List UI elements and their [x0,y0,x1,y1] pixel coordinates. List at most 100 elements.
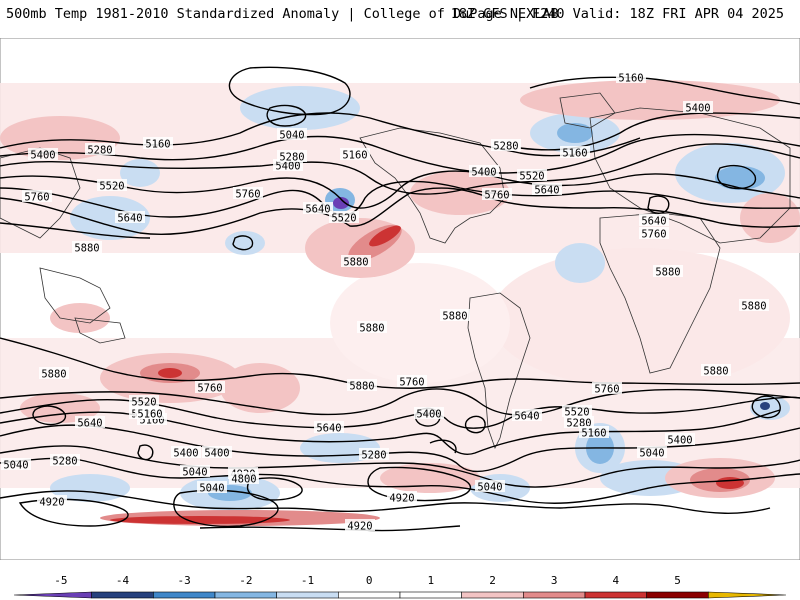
contour-label: 5520 [99,181,124,193]
contour-label-bg [482,188,512,200]
colorbar-tick-label: -2 [239,574,252,587]
contour-label-bg [475,480,505,492]
colorbar-segment [13,591,92,599]
contour-label: 5040 [279,130,304,142]
contour-label-bg [314,421,344,433]
colorbar-segment [523,591,586,599]
contour-label: 5400 [667,435,692,447]
contour-label: 5520 [519,171,544,183]
colorbar-segment [338,591,401,599]
contour-label-bg [560,146,590,158]
contour-label: 5040 [477,482,502,494]
contour-label-bg [491,139,521,151]
contour-label-bg [637,446,667,458]
contour-label-bg [564,416,594,428]
contour-label: 5160 [562,148,587,160]
contour-label: 5520 [131,397,156,409]
contour-label: 5640 [305,204,330,216]
contour-label-bg [171,446,201,458]
contour-label: 5400 [685,103,710,115]
contour-label: 5160 [618,73,643,85]
colorbar-tick-label: -4 [116,574,130,587]
contour-label-bg [340,148,370,160]
contour-label: 5280 [87,145,112,157]
contour-label-bg [135,407,165,419]
contour-label: 5640 [316,423,341,435]
contour-label: 5160 [137,409,162,421]
contour-label-bg [517,169,547,181]
contour-label-bg [579,426,609,438]
contour-label-bg [512,409,542,421]
contour-label-bg [592,382,622,394]
contour-label: 4920 [389,493,414,505]
contour-label: 5880 [703,366,728,378]
colorbar-segment [276,591,339,599]
contour-label: 5280 [361,450,386,462]
colorbar-segment [153,591,216,599]
contour-label-bg [357,321,387,333]
colorbar-tick-label: -3 [178,574,191,587]
contour-label: 5280 [493,141,518,153]
contour-label: 5760 [24,192,49,204]
contour-label-bg [129,395,159,407]
contour-label-bg [616,71,646,83]
contour-label: 5640 [117,213,142,225]
colorbar-segment [708,591,787,599]
contour-label: 5880 [359,323,384,335]
contour-label-bg [277,128,307,140]
contour-label-bg [39,367,69,379]
contour-label-bg [277,150,307,162]
colorbar-tick-label: 1 [428,574,435,587]
contour-label-bg [303,202,333,214]
contour-label-bg [440,309,470,321]
contour-label: 5880 [349,381,374,393]
colorbar-tick-label: -5 [54,574,67,587]
contour-label: 5040 [639,448,664,460]
contour-label-bg [22,190,52,202]
deep-negative-anomaly [333,197,770,410]
contour-label-bg [37,495,67,507]
colorbar-tick-label: 3 [551,574,558,587]
anomaly-colorbar: -5 -4 -3 -2 -1 0 1 2 3 4 5 [13,574,787,599]
contour-label-bg [532,183,562,195]
contour-label: 5760 [594,384,619,396]
contour-label: 5520 [564,407,589,419]
contour-label: 5280 [279,152,304,164]
colorbar-segment [399,591,462,599]
contour-label: 5640 [534,185,559,197]
colorbar-tick-label: 0 [366,574,373,587]
contour-label: 5160 [342,150,367,162]
contour-label: 5160 [145,139,170,151]
contour-label-bg [195,381,225,393]
contour-label: 5040 [182,467,207,479]
colorbar-segment [461,591,524,599]
contour-label: 5400 [204,448,229,460]
contour-label: 5280 [52,456,77,468]
contour-label-bg [414,407,444,419]
contour-label: 5400 [471,167,496,179]
contour-label-bg [701,364,731,376]
contour-label-bg [115,211,145,223]
contour-label: 5880 [41,369,66,381]
contour-label-bg [341,255,371,267]
contour-label-bg [180,465,210,477]
contour-label-bg [28,148,58,160]
model-run-info: 18Z GFS | F240 Valid: 18Z FRI APR 04 202… [450,6,784,22]
contour-label-bg [359,448,389,460]
contour-label: 4800 [231,474,256,486]
contour-label: 4920 [347,521,372,533]
height-contours [0,66,800,532]
contour-label-bg [1,458,31,470]
contour-label-bg [469,165,499,177]
contour-label-bg [665,433,695,445]
contour-label-bg [739,299,769,311]
contour-label-bg [387,491,417,503]
contour-label-bg [233,187,263,199]
map-title: 500mb Temp 1981-2010 Standardized Anomal… [6,6,559,22]
colorbar-tick-label: -1 [301,574,314,587]
contour-label-bg [397,375,427,387]
contour-label: 4920 [39,497,64,509]
contour-label-bg [345,519,375,531]
contour-label-bg [75,416,105,428]
colorbar-tick-label: 4 [613,574,620,587]
